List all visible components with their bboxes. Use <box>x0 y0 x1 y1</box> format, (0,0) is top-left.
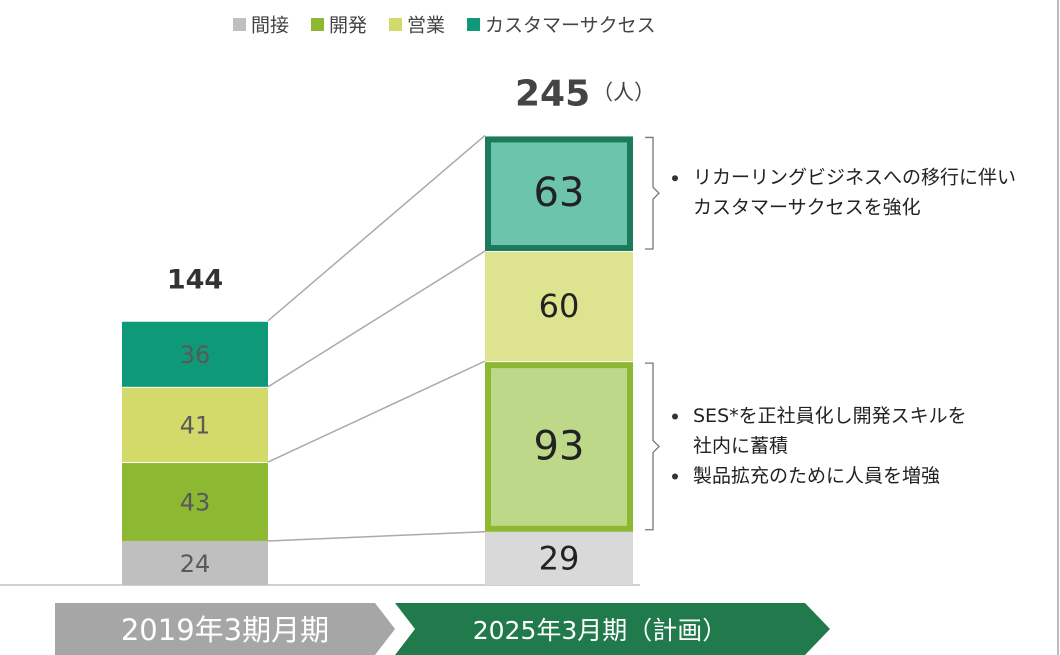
data-label: 63 <box>534 170 585 216</box>
data-label: 41 <box>180 411 211 439</box>
total-label: 245 <box>515 73 590 114</box>
annotation-text: カスタマーサクセスを強化 <box>693 197 921 219</box>
bar-segment <box>122 387 268 463</box>
bar-segment <box>485 136 633 252</box>
bar-segment <box>122 321 268 387</box>
connector <box>267 250 486 388</box>
bullet <box>672 175 678 182</box>
category-banner <box>395 603 830 655</box>
legend-swatch <box>311 18 325 31</box>
bar-segment <box>122 463 268 541</box>
legend-swatch <box>467 18 481 31</box>
data-label: 24 <box>180 550 211 578</box>
category-banner <box>55 603 395 655</box>
bar-segment <box>485 252 633 362</box>
bar-segment <box>122 540 268 585</box>
total-label: 144 <box>167 264 223 295</box>
legend-swatch <box>389 18 403 31</box>
unit-label: （人） <box>592 80 655 104</box>
annotation-text: 社内に蓄積 <box>693 435 788 457</box>
data-label: 29 <box>539 539 580 577</box>
legend-label: カスタマーサクセス <box>485 15 656 37</box>
bracket <box>645 362 660 531</box>
data-label: 36 <box>180 341 211 369</box>
connector <box>267 531 486 542</box>
bullet <box>672 473 678 480</box>
connector <box>267 360 486 463</box>
annotation-text: 製品拡充のために人員を増強 <box>693 465 940 487</box>
bullet <box>672 413 678 420</box>
connector <box>267 134 486 322</box>
legend-label: 営業 <box>407 15 445 37</box>
bar-segment <box>485 362 633 532</box>
legend-swatch <box>233 18 246 31</box>
legend-label: 間接 <box>251 15 289 37</box>
legend-label: 開発 <box>329 15 367 37</box>
category-label: 2019年3期月期 <box>121 613 329 647</box>
data-label: 43 <box>180 489 211 517</box>
annotation-text: リカーリングビジネスへの移行に伴い <box>693 167 1016 189</box>
annotation-text: SES*を正社員化し開発スキルを <box>693 405 967 427</box>
bracket <box>645 136 660 250</box>
bar-segment <box>485 531 633 585</box>
data-label: 93 <box>534 423 585 469</box>
category-label: 2025年3月期（計画） <box>473 616 728 645</box>
data-label: 60 <box>539 287 580 325</box>
